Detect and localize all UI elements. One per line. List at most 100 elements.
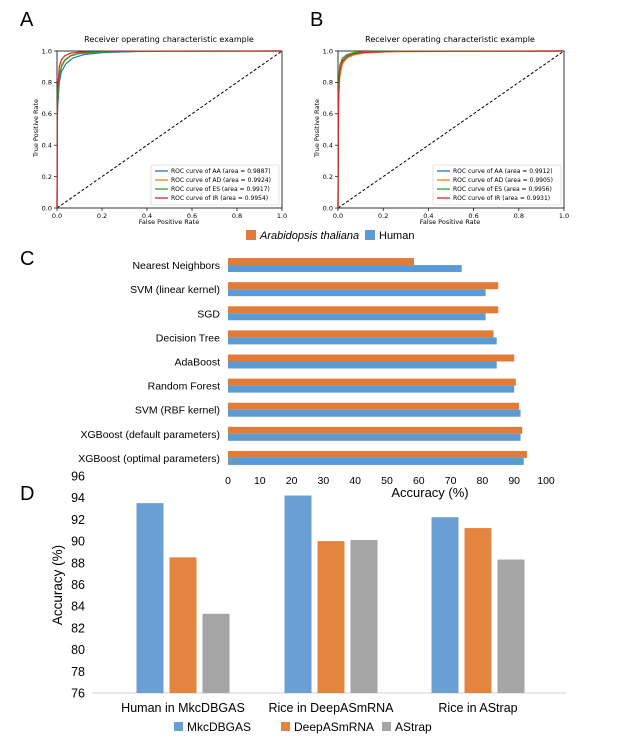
roc-b-ytick-label: 0.0 (323, 204, 333, 212)
roc-b-ytick-label: 0.6 (323, 110, 333, 118)
d-legend-label-mkcdbgas: MkcDBGAS (187, 720, 251, 734)
panel-letter-b: B (310, 9, 323, 31)
roc-b-ytick-label: 0.4 (323, 142, 333, 150)
c-xtick-label: 40 (349, 475, 361, 487)
c-xtick-label: 100 (537, 475, 555, 487)
d-ytick-label: 78 (71, 665, 85, 679)
d-ytick-label: 82 (71, 621, 85, 635)
c-legend-swatch-arabidopsis (246, 230, 256, 240)
roc-b-legend-label-2: ROC curve of ES (area = 0.9956) (453, 186, 552, 193)
roc-b-xtick-label: 1.0 (559, 212, 569, 220)
d-ytick-label: 84 (71, 600, 85, 614)
c-xtick-label: 30 (318, 475, 330, 487)
d-bar-deepasmrna (169, 557, 197, 693)
roc-a-ylabel: True Positive Rate (32, 99, 40, 158)
c-xtick-label: 50 (381, 475, 393, 487)
c-category-label: Random Forest (148, 381, 220, 393)
d-bar-mkcdbgas (431, 517, 459, 693)
roc-a-title: Receiver operating characteristic exampl… (84, 35, 254, 44)
d-bar-astrap (350, 540, 378, 693)
c-category-label: SVM (RBF kernel) (135, 405, 220, 417)
roc-a-ytick-label: 0.0 (42, 204, 52, 212)
c-bar-human (228, 289, 486, 297)
d-ytick-label: 96 (71, 470, 85, 484)
d-ylabel: Accuracy (%) (50, 545, 65, 625)
c-bar-arabidopsis (228, 450, 527, 458)
roc-a-xtick-label: 0.4 (142, 212, 152, 220)
roc-a-legend-label-1: ROC curve of AD (area = 0.9924) (171, 177, 271, 184)
c-legend: Arabidopsis thaliana Human (246, 230, 414, 242)
panel-letter-d: D (20, 483, 34, 505)
d-category-label: Rice in DeepASmRNA (268, 701, 394, 715)
c-bar-arabidopsis (228, 354, 515, 362)
c-bar-arabidopsis (228, 378, 516, 386)
d-legend-label-deepasmrna: DeepASmRNA (294, 720, 374, 734)
c-category-label: XGBoost (default parameters) (81, 429, 220, 441)
roc-b-xtick-label: 0.0 (333, 212, 343, 220)
d-legend-swatch-mkcdbgas (174, 722, 183, 731)
roc-a-ytick-label: 0.4 (42, 142, 52, 150)
c-bar-human (228, 457, 524, 465)
c-bar-arabidopsis (228, 402, 519, 410)
c-xtick-label: 80 (477, 475, 489, 487)
c-bar-arabidopsis (228, 330, 494, 338)
roc-a-ytick-label: 0.2 (42, 173, 52, 181)
roc-chart-b: Receiver operating characteristic exampl… (313, 35, 569, 226)
c-xtick-label: 10 (254, 475, 266, 487)
c-bar-human (228, 337, 497, 345)
roc-b-ylabel: True Positive Rate (313, 99, 321, 158)
roc-a-ytick-label: 0.6 (42, 110, 52, 118)
roc-b-legend-label-0: ROC curve of AA (area = 0.9912) (453, 168, 553, 175)
roc-a-xlabel: False Positive Rate (139, 218, 199, 226)
d-ytick-label: 86 (71, 578, 85, 592)
c-category-label: Decision Tree (156, 332, 220, 344)
roc-a-legend-label-0: ROC curve of AA (area = 0.9887) (171, 168, 271, 175)
roc-a-chance-line (56, 50, 283, 209)
c-legend-label-arabidopsis: Arabidopsis thaliana (259, 230, 359, 242)
c-xtick-label: 20 (286, 475, 298, 487)
c-category-label: AdaBoost (174, 357, 220, 369)
d-ytick-label: 90 (71, 535, 85, 549)
d-legend-swatch-astrap (382, 722, 391, 731)
roc-a-roc-curve-3 (56, 50, 283, 209)
c-bar-arabidopsis (228, 282, 499, 290)
roc-b-ytick-label: 0.8 (323, 79, 333, 87)
roc-b-xtick-label: 0.4 (423, 212, 433, 220)
roc-b-roc-curve-3 (337, 50, 565, 209)
c-xtick-label: 90 (508, 475, 520, 487)
c-category-label: Nearest Neighbors (132, 260, 220, 272)
d-category-label: Human in MkcDBGAS (121, 701, 245, 715)
c-bar-human (228, 385, 515, 393)
d-ytick-label: 94 (71, 491, 85, 505)
d-ytick-label: 92 (71, 513, 85, 527)
roc-b-ytick-label: 1.0 (323, 47, 333, 55)
d-legend-swatch-deepasmrna (281, 722, 290, 731)
roc-chart-a: Receiver operating characteristic exampl… (32, 35, 287, 226)
panel-letter-c: C (20, 248, 34, 270)
d-legend-label-astrap: AStrap (395, 720, 432, 734)
roc-b-legend-label-1: ROC curve of AD (area = 0.9905) (453, 177, 553, 184)
roc-a-xtick-label: 1.0 (277, 212, 287, 220)
roc-a-xtick-label: 0.6 (187, 212, 197, 220)
roc-b-chance-line (337, 50, 565, 209)
roc-a-legend-label-3: ROC curve of IR (area = 0.9954) (171, 195, 268, 202)
c-legend-swatch-human (365, 230, 375, 240)
c-bar-human (228, 265, 462, 273)
roc-b-legend-box (432, 164, 562, 206)
roc-a-ytick-label: 1.0 (42, 47, 52, 55)
d-category-label: Rice in AStrap (438, 701, 517, 715)
c-category-label: XGBoost (optimal parameters) (78, 453, 220, 465)
c-bar-arabidopsis (228, 258, 415, 266)
c-xtick-label: 70 (445, 475, 457, 487)
c-category-label: SGD (197, 308, 220, 320)
roc-b-xtick-label: 0.8 (514, 212, 524, 220)
bar-chart-d: Accuracy (%) MkcDBGAS DeepASmRNA AStrap … (50, 470, 566, 734)
d-ytick-label: 80 (71, 643, 85, 657)
roc-a-xtick-label: 0.0 (52, 212, 62, 220)
c-bar-arabidopsis (228, 426, 523, 434)
panel-letter-a: A (20, 9, 34, 31)
roc-a-legend-box (150, 164, 280, 206)
c-category-label: SVM (linear kernel) (130, 284, 220, 296)
c-xtick-label: 0 (225, 475, 231, 487)
